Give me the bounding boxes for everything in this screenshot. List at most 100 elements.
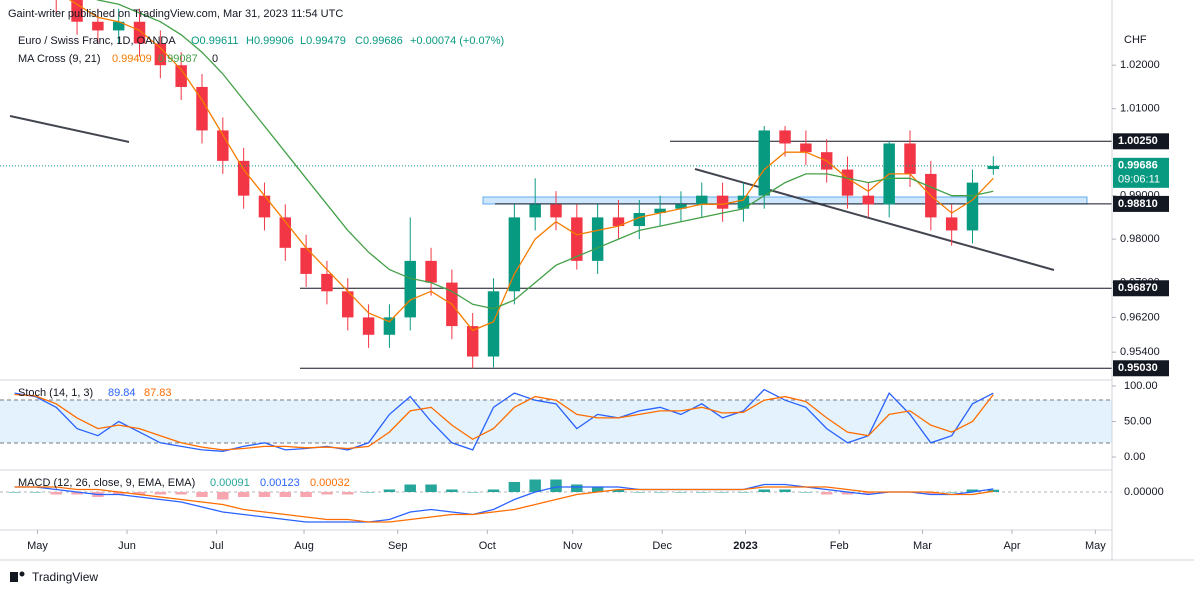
macd-legend: MACD (12, 26, close, 9, EMA, EMA) 0.0009… (18, 477, 350, 489)
footer: TradingView (10, 570, 98, 584)
macd-histogram (50, 492, 62, 495)
candle-body (258, 195, 271, 218)
macd-histogram (446, 489, 458, 492)
macd-histogram (300, 492, 312, 497)
stoch-value: 89.84 (108, 387, 136, 399)
candle-body (217, 130, 229, 161)
macd-histogram (175, 492, 187, 495)
x-tick-label: Feb (830, 540, 849, 552)
x-tick-label: 2023 (733, 540, 757, 552)
change: +0.00074 (+0.07%) (410, 35, 504, 47)
x-tick-label: Jul (210, 540, 224, 552)
currency: CHF (1124, 34, 1147, 46)
x-tick-label: Dec (652, 540, 672, 552)
candle-body (112, 21, 125, 31)
brand: TradingView (32, 570, 98, 584)
macd-histogram (383, 489, 396, 492)
macd-histogram (966, 489, 979, 492)
candle-body (383, 317, 396, 335)
macd-histogram (342, 492, 354, 495)
level-label: 1.00250 (1118, 135, 1158, 147)
trend-line (9, 115, 130, 143)
ohlc-high: H0.99906 (246, 35, 294, 47)
level-tag (1113, 280, 1169, 297)
macd-histogram (29, 492, 42, 493)
macd-histogram (987, 489, 1000, 492)
candle-body (987, 165, 1000, 170)
series-line (68, 0, 994, 332)
macd-histogram (716, 492, 729, 493)
macd-histogram (529, 479, 541, 492)
candle-body (154, 43, 167, 66)
level-label: 0.96870 (1118, 282, 1158, 294)
ma-title: MA Cross (9, 21) (18, 53, 101, 65)
macd-histogram (508, 482, 521, 492)
candle-body (321, 273, 333, 292)
x-tick-label: May (1085, 540, 1106, 552)
macd-histogram (425, 484, 437, 492)
candle-body (529, 204, 541, 218)
candle-body (612, 217, 625, 227)
ohlc-low: L0.99479 (300, 35, 346, 47)
candle-body (779, 130, 791, 144)
macd-histogram (862, 492, 875, 495)
macd-histogram (571, 484, 583, 492)
y-tick-label: 0.98000 (1120, 233, 1160, 245)
stoch-band (0, 400, 1112, 443)
macd-histogram (279, 492, 292, 497)
stoch-value: 87.83 (144, 387, 172, 399)
x-tick-label: Aug (294, 540, 314, 552)
level-tag (1113, 133, 1169, 150)
candle-body (550, 204, 562, 218)
macd-histogram (362, 492, 375, 493)
macd-histogram (737, 492, 750, 493)
last-price-label: 0.99686 (1118, 160, 1158, 172)
y-tick-label: 0.95400 (1120, 346, 1160, 358)
x-tick-label: Sep (388, 540, 408, 552)
macd-histogram (154, 492, 167, 495)
x-tick-label: Apr (1003, 540, 1020, 552)
x-tick-label: Mar (913, 540, 932, 552)
x-tick-label: Oct (479, 540, 496, 552)
macd-histogram (237, 492, 250, 497)
series-line (14, 483, 994, 523)
macd-pane (0, 479, 1112, 523)
zone (482, 196, 1088, 205)
y-tick-label: 0.00 (1124, 451, 1145, 463)
ma-legend: MA Cross (9, 21) 0.99409 0.99087 0 (18, 53, 218, 65)
macd-histogram (925, 492, 937, 495)
candle-body (362, 317, 375, 335)
macd-histogram (112, 492, 125, 495)
symbol-legend: Euro / Swiss Franc, 1D, OANDA O0.99611 H… (18, 35, 504, 47)
macd-value: 0.00123 (260, 477, 300, 489)
candle-body (633, 213, 646, 227)
candle-body (696, 195, 708, 205)
macd-histogram (404, 484, 416, 492)
candle-body (71, 0, 83, 22)
level-label: 0.98810 (1118, 198, 1158, 210)
macd-histogram (654, 492, 666, 493)
series-line (96, 0, 994, 310)
macd-histogram (8, 492, 21, 493)
publisher: Gaint-writer published on TradingView.co… (8, 8, 343, 20)
candle-body (716, 195, 729, 209)
ma-flag: 0 (212, 53, 218, 65)
logo (19, 571, 25, 577)
candle-body (571, 217, 583, 261)
candle-body (862, 195, 875, 205)
candle-body (904, 143, 916, 174)
macd-histogram (675, 492, 687, 493)
countdown: 09:06:11 (1118, 174, 1160, 186)
candle-body (133, 21, 146, 44)
macd-histogram (487, 489, 500, 492)
logo (10, 572, 18, 582)
price-pane (0, 0, 1112, 369)
y-tick-label: 1.01000 (1120, 103, 1160, 115)
macd-histogram (758, 489, 770, 492)
candle-body (300, 247, 312, 274)
macd-histogram (841, 492, 854, 495)
macd-histogram (321, 492, 333, 495)
y-tick-label: 100.00 (1124, 380, 1158, 392)
candle-body (175, 65, 187, 87)
